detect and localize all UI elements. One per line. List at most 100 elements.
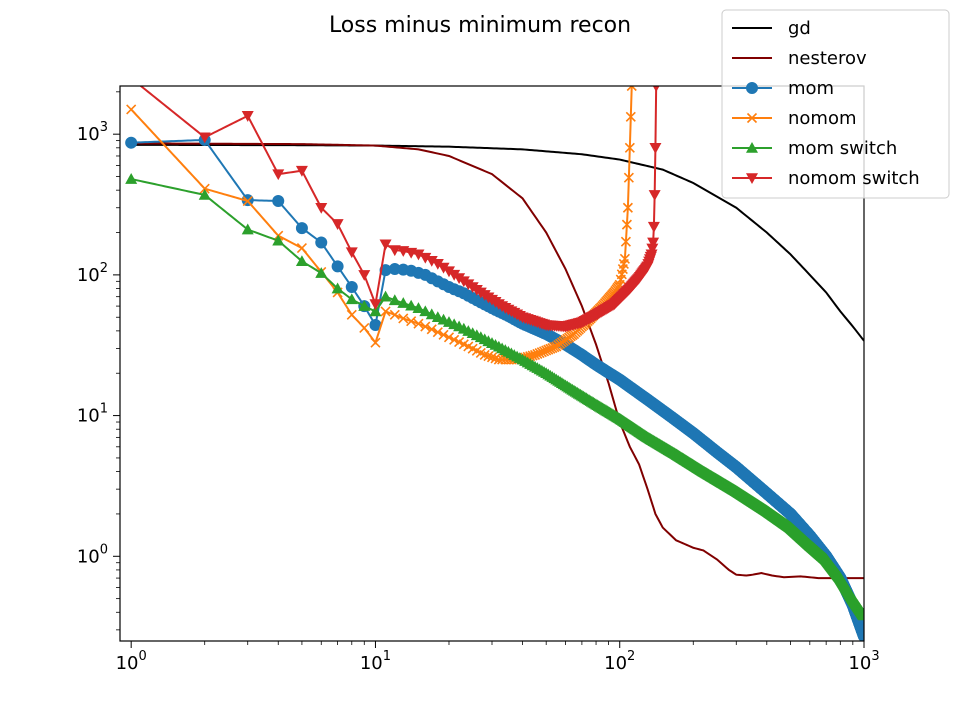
data-point <box>438 329 449 340</box>
data-point <box>369 299 382 311</box>
x-tick-exp: 1 <box>383 649 391 664</box>
data-point <box>652 86 660 92</box>
data-point <box>315 267 328 278</box>
data-point <box>426 324 437 335</box>
data-point <box>126 104 137 115</box>
legend-entry: nesterov <box>732 48 867 69</box>
series-nomom-switch <box>139 86 662 333</box>
y-tick-base: 10 <box>77 124 100 145</box>
x-tick-label: 100 <box>116 649 147 674</box>
data-point <box>272 195 285 208</box>
data-point <box>624 142 635 153</box>
legend-swatch-marker <box>746 112 758 124</box>
data-point <box>315 236 328 249</box>
data-point <box>242 195 253 207</box>
legend-box <box>721 9 950 199</box>
series-layer <box>125 86 864 641</box>
legend-entry: mom switch <box>732 138 897 159</box>
data-point <box>380 306 391 317</box>
data-point <box>388 245 401 257</box>
x-tick-base: 10 <box>116 653 139 674</box>
data-point <box>331 219 344 230</box>
x-tick-exp: 3 <box>871 649 879 664</box>
data-point <box>331 282 344 294</box>
series-mom-switch <box>125 173 864 621</box>
y-tick-label: 102 <box>77 261 108 286</box>
data-point <box>425 255 438 267</box>
data-point <box>486 352 498 363</box>
legend-entry: nomom <box>732 108 857 129</box>
data-point <box>425 308 438 320</box>
series-line-nomom <box>130 86 633 361</box>
series-line-nesterov <box>131 142 864 580</box>
legend-entry: nomom switch <box>732 168 920 189</box>
data-point <box>125 136 138 149</box>
data-point <box>419 305 432 317</box>
data-point <box>437 262 450 274</box>
y-tick-base: 10 <box>77 265 100 286</box>
legend-label: gd <box>788 18 811 39</box>
data-point <box>431 258 444 270</box>
legend-label: nomom <box>788 108 857 129</box>
y-tick-exp: 1 <box>100 402 108 417</box>
series-line-gd <box>131 143 864 342</box>
legend-label: mom <box>788 78 834 99</box>
data-point <box>358 300 371 311</box>
data-point <box>345 293 358 305</box>
y-tick-exp: 0 <box>100 542 108 557</box>
data-point <box>858 609 864 621</box>
data-point <box>398 313 409 324</box>
data-point <box>412 249 425 261</box>
data-point <box>345 247 358 259</box>
x-tick-exp: 2 <box>627 649 635 664</box>
data-point <box>125 173 138 184</box>
data-point <box>483 351 494 362</box>
data-point <box>241 111 254 122</box>
data-point <box>648 190 661 201</box>
data-point <box>198 132 211 144</box>
legend-swatch-marker <box>746 142 758 153</box>
legend-swatch-marker <box>746 82 758 94</box>
data-point <box>199 183 210 194</box>
x-tick-label: 103 <box>848 649 879 674</box>
series-gd <box>131 143 864 342</box>
legend-entry: gd <box>732 18 811 39</box>
data-point <box>420 321 431 332</box>
data-point <box>432 327 443 338</box>
data-point <box>388 294 401 306</box>
data-point <box>389 309 400 320</box>
data-point <box>406 316 417 327</box>
data-point <box>645 249 658 261</box>
data-point <box>397 297 410 308</box>
data-point <box>315 202 328 214</box>
y-tick-exp: 2 <box>100 261 108 276</box>
data-point <box>646 243 659 255</box>
x-tick-base: 10 <box>604 653 627 674</box>
data-point <box>413 318 424 329</box>
data-point <box>621 219 632 230</box>
data-point <box>625 111 636 122</box>
y-tick-label: 103 <box>77 120 108 145</box>
series-mom <box>125 133 864 641</box>
y-tick-base: 10 <box>77 546 100 567</box>
x-tick-label: 101 <box>360 649 391 674</box>
data-point <box>649 143 662 154</box>
legend-label: mom switch <box>788 138 897 159</box>
legend-entry: mom <box>732 78 834 99</box>
data-point <box>272 234 285 246</box>
data-point <box>370 337 381 348</box>
data-point <box>379 239 392 251</box>
data-point <box>198 188 211 200</box>
series-nesterov <box>131 142 864 580</box>
data-point <box>412 302 425 313</box>
y-tick-exp: 3 <box>100 120 108 135</box>
data-point <box>626 86 637 92</box>
data-point <box>272 169 285 181</box>
series-line-mom-switch <box>130 178 864 616</box>
data-point <box>295 222 308 235</box>
data-point <box>647 237 660 249</box>
data-point <box>359 322 370 333</box>
x-tick-base: 10 <box>848 653 871 674</box>
y-tick-label: 100 <box>77 542 108 567</box>
